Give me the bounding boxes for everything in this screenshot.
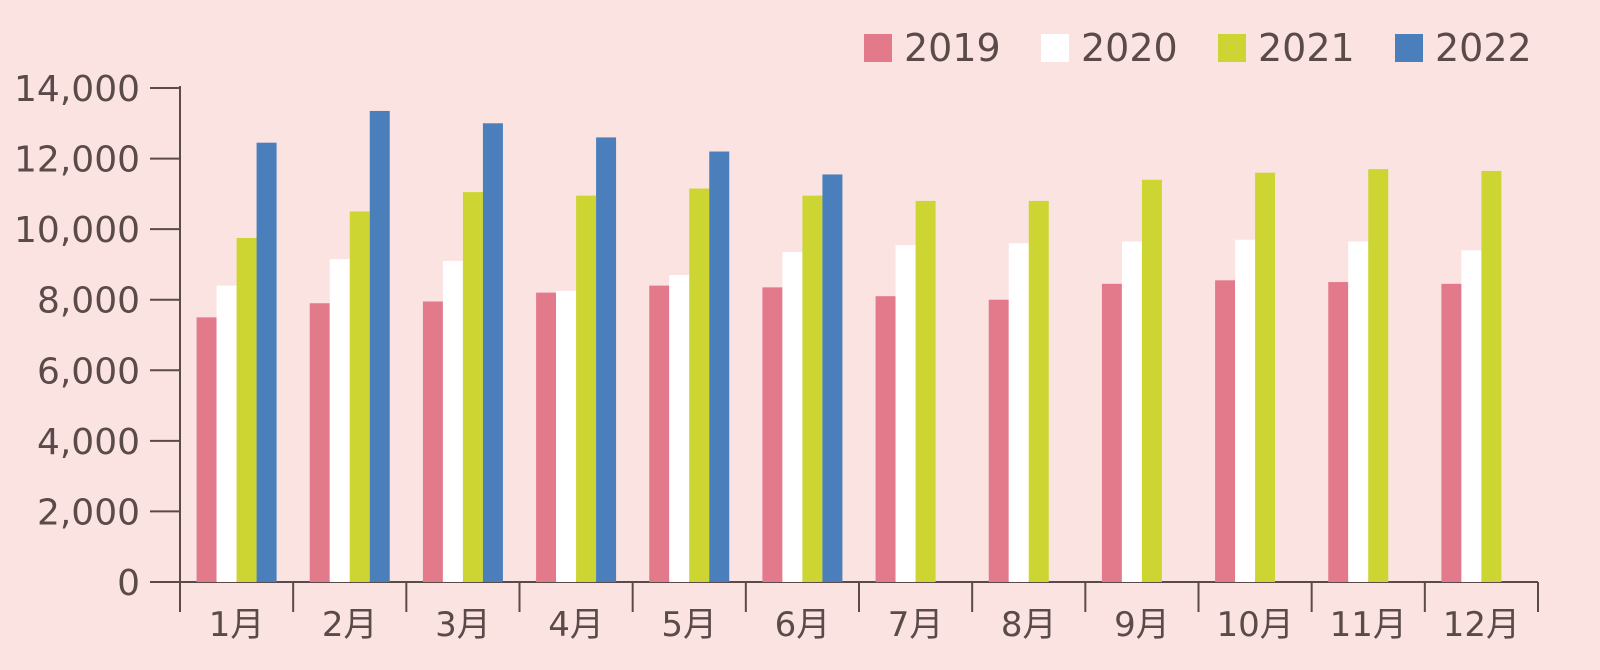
- bar-2020-2: [329, 259, 350, 582]
- legend-swatch: [864, 34, 892, 62]
- bar-2021-8: [1028, 200, 1049, 582]
- bar-2020-1: [216, 285, 237, 582]
- x-tick-label: 12月: [1443, 605, 1520, 645]
- bar-2020-6: [782, 252, 803, 583]
- bar-2020-5: [669, 275, 690, 582]
- y-tick-label: 10,000: [14, 210, 140, 251]
- legend-label: 2020: [1081, 26, 1178, 70]
- bar-2021-12: [1481, 170, 1502, 582]
- y-axis: 0 2,000 4,000 6,000 8,000 10,000 12,000 14,000: [14, 69, 181, 604]
- bar-2020-9: [1121, 241, 1142, 582]
- x-tick-label: 6月: [775, 605, 831, 645]
- legend-item-2021: 2021: [1218, 26, 1355, 70]
- y-tick-label: 8,000: [37, 281, 140, 322]
- bar-2019-4: [536, 292, 557, 582]
- legend-label: 2019: [904, 26, 1001, 70]
- legend-swatch: [1218, 34, 1246, 62]
- bar-2021-1: [236, 237, 257, 582]
- legend-swatch: [1041, 34, 1069, 62]
- bar-2021-4: [576, 195, 597, 582]
- bar-2019-6: [762, 287, 783, 582]
- bar-2019-10: [1215, 280, 1236, 582]
- bar-2022-4: [596, 137, 617, 582]
- legend-label: 2021: [1258, 26, 1355, 70]
- x-tick-label: 1月: [209, 605, 265, 645]
- legend-item-2022: 2022: [1395, 26, 1532, 70]
- y-tick-label: 6,000: [37, 351, 140, 392]
- legend: 2019 2020 2021 2022: [864, 26, 1532, 70]
- x-tick-label: 7月: [888, 605, 944, 645]
- y-tick-label: 14,000: [14, 69, 140, 110]
- bar-2020-7: [895, 245, 916, 582]
- x-tick-label: 8月: [1001, 605, 1057, 645]
- bars: [196, 110, 1502, 583]
- bar-2021-11: [1368, 169, 1389, 582]
- x-tick-label: 2月: [322, 605, 378, 645]
- bar-2019-7: [875, 296, 896, 582]
- x-axis: 1月 2月 3月 4月 5月 6月 7月 8月 9月 10月 11月 12月: [150, 581, 1539, 645]
- x-tick-label: 9月: [1114, 605, 1170, 645]
- y-tick-label: 2,000: [37, 492, 140, 533]
- bar-2020-10: [1235, 239, 1256, 582]
- bar-2021-3: [462, 192, 483, 583]
- bar-2021-10: [1255, 172, 1276, 582]
- bar-2020-12: [1461, 250, 1482, 583]
- bar-2019-1: [196, 317, 217, 582]
- bar-2019-9: [1101, 283, 1122, 582]
- x-tick-label: 10月: [1216, 605, 1293, 645]
- bar-2022-1: [256, 142, 277, 582]
- bar-2022-6: [822, 174, 843, 582]
- bar-2019-11: [1328, 282, 1349, 582]
- bar-2019-3: [422, 301, 443, 582]
- bar-2019-2: [309, 303, 330, 582]
- y-tick-label: 12,000: [14, 140, 140, 181]
- y-tick-label: 4,000: [37, 422, 140, 463]
- bar-2020-11: [1348, 241, 1369, 582]
- bar-2021-5: [689, 188, 710, 583]
- y-tick-label: 0: [117, 563, 140, 604]
- bar-2020-8: [1008, 243, 1029, 582]
- bar-2019-8: [988, 299, 1009, 582]
- legend-item-2020: 2020: [1041, 26, 1178, 70]
- bar-2022-3: [482, 123, 503, 583]
- x-tick-label: 3月: [435, 605, 491, 645]
- bar-2021-2: [349, 211, 370, 582]
- x-tick-label: 11月: [1330, 605, 1407, 645]
- x-tick-label: 4月: [548, 605, 604, 645]
- bar-2021-9: [1141, 179, 1162, 582]
- bar-2019-5: [649, 285, 670, 582]
- legend-label: 2022: [1435, 26, 1532, 70]
- bar-2020-4: [556, 290, 577, 582]
- bar-2022-5: [709, 151, 730, 582]
- bar-2022-2: [369, 110, 390, 582]
- bar-2021-6: [802, 195, 823, 582]
- x-tick-label: 5月: [661, 605, 717, 645]
- legend-swatch: [1395, 34, 1423, 62]
- bar-2019-12: [1441, 283, 1462, 582]
- bar-2020-3: [442, 260, 463, 582]
- legend-item-2019: 2019: [864, 26, 1001, 70]
- bar-2021-7: [915, 200, 936, 582]
